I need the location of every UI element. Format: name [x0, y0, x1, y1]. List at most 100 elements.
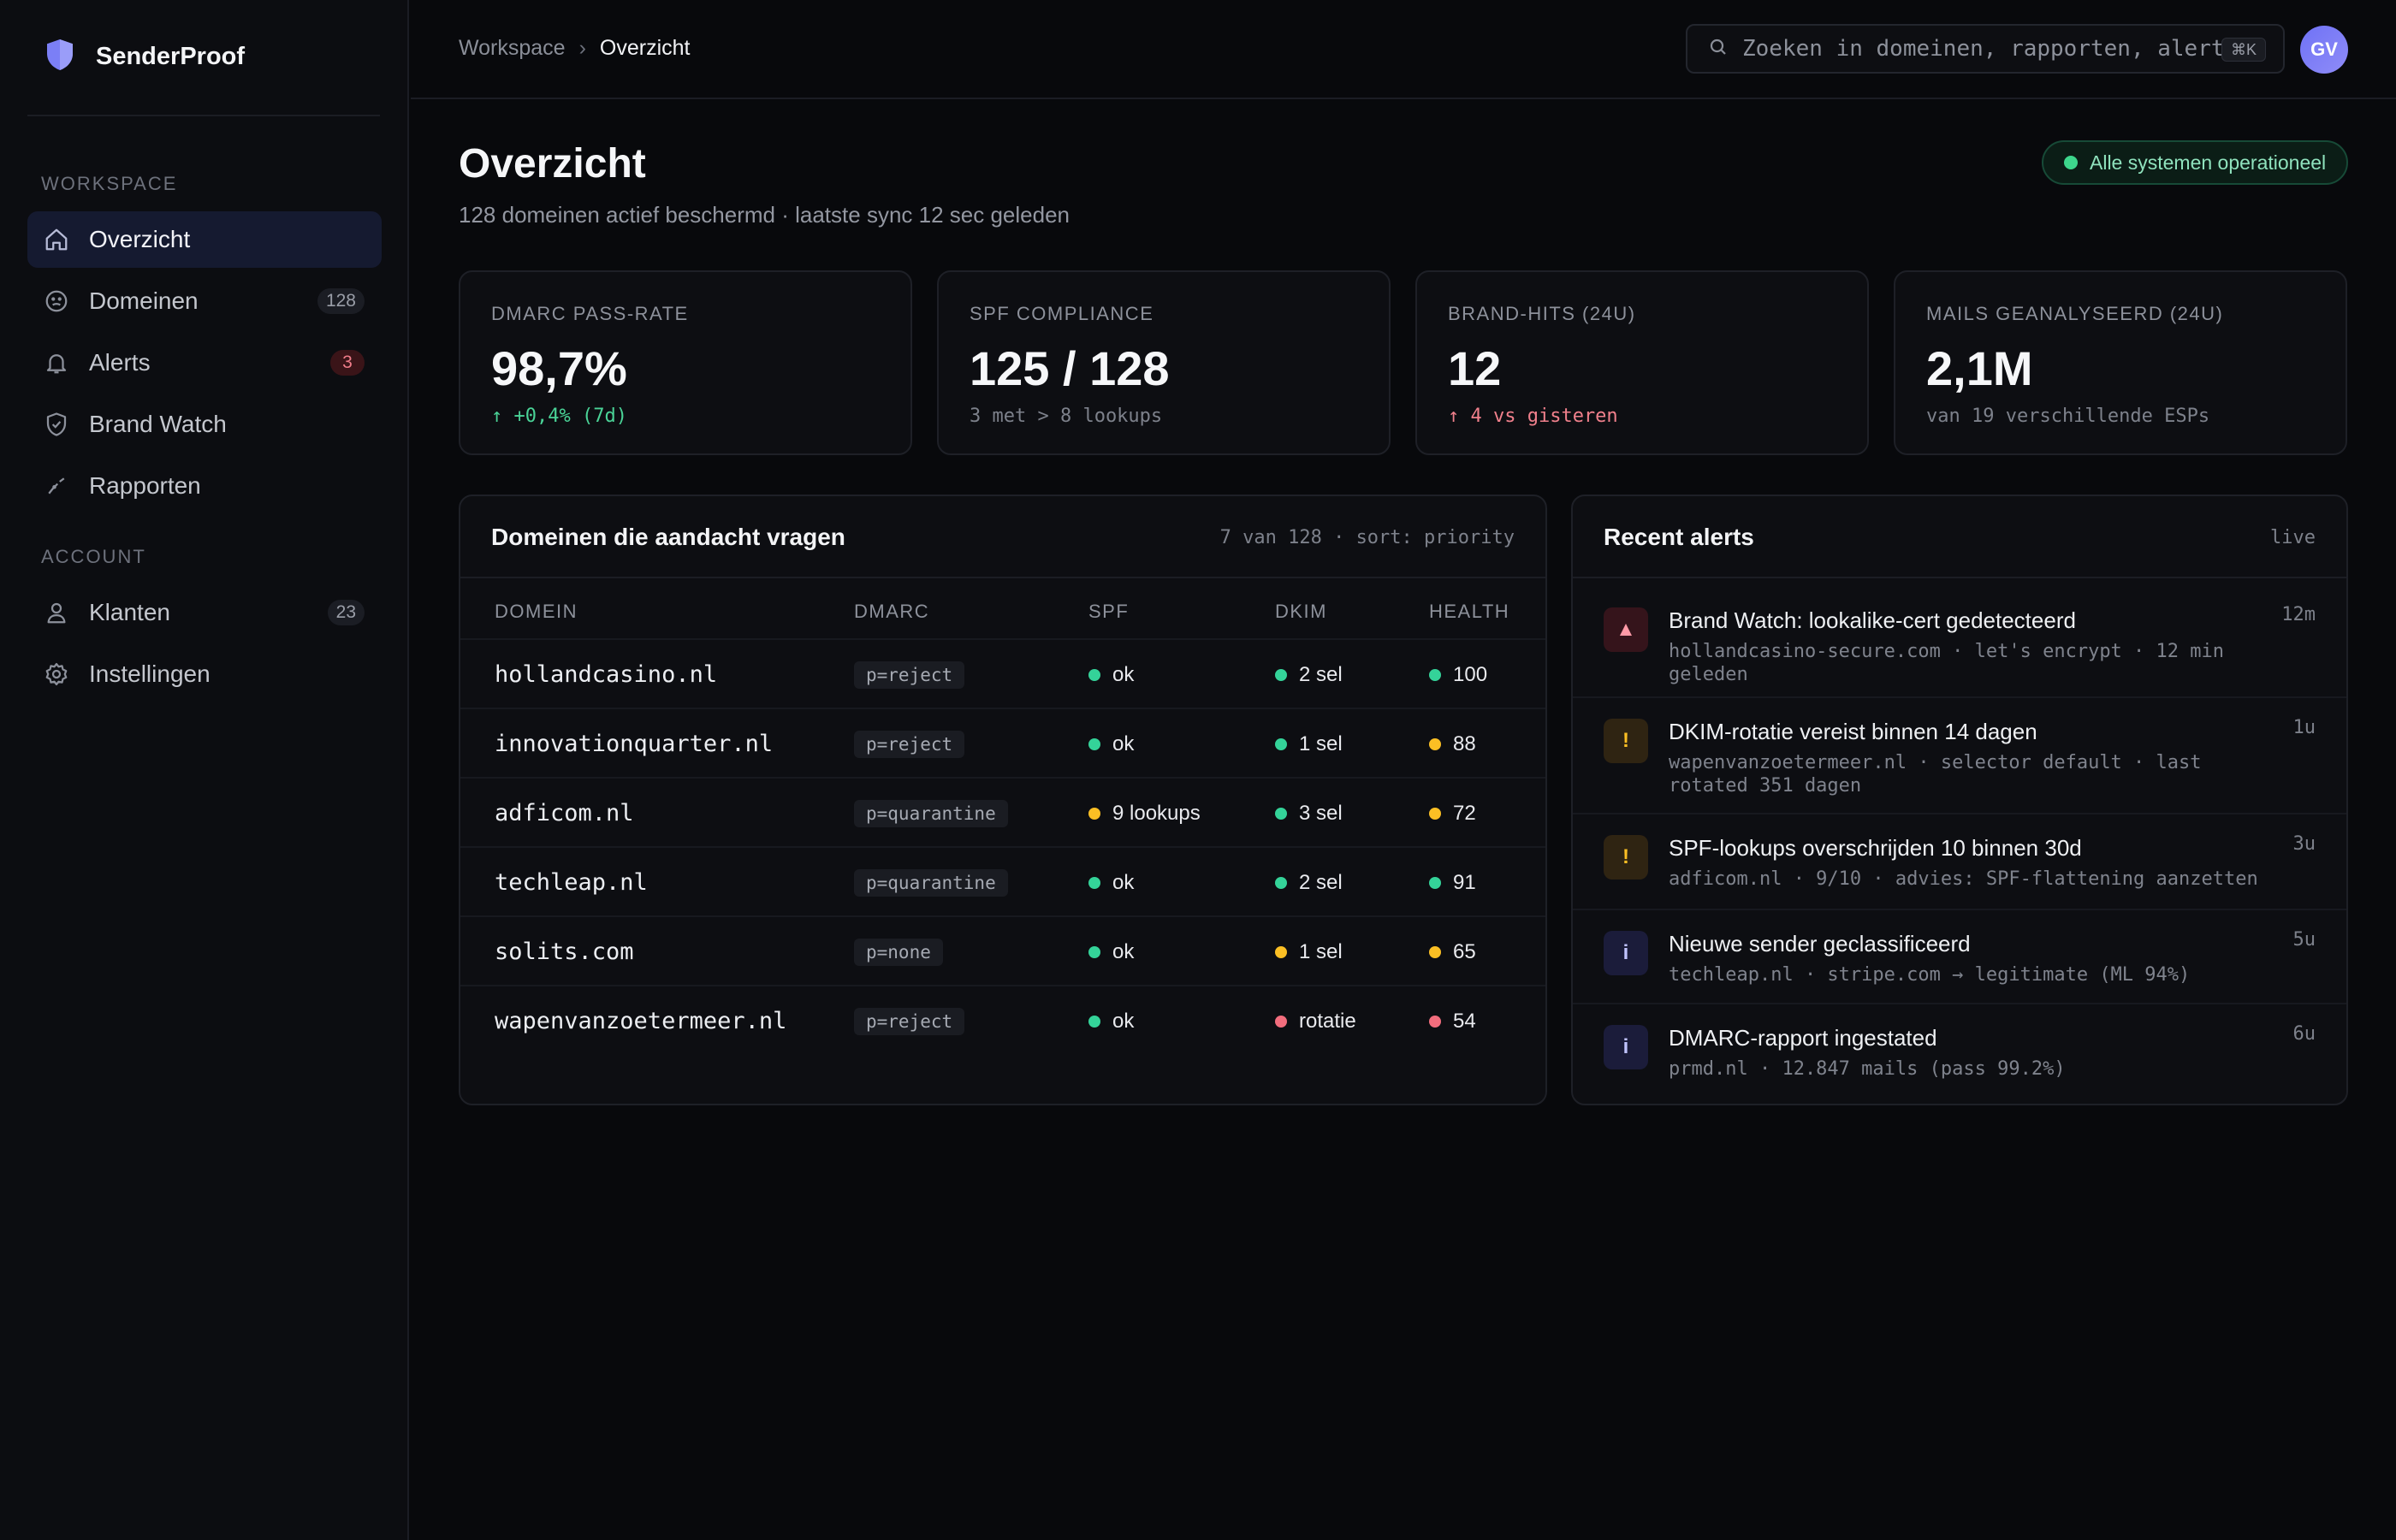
live-indicator: live [2270, 527, 2316, 548]
status-dot-icon [1275, 945, 1287, 958]
column-header-domein[interactable]: DOMEIN [495, 601, 578, 622]
alert-item[interactable]: ! DKIM-rotatie vereist binnen 14 dagen wap… [1573, 696, 2346, 813]
table-row[interactable]: innovationquarter.nl p=reject ok 1 sel 88 [460, 708, 1545, 777]
sidebar-item-rapporten[interactable]: Rapporten [27, 458, 382, 514]
exclamation-icon: ! [1604, 835, 1648, 880]
alert-timestamp: 6u [2292, 1023, 2316, 1045]
domain-name[interactable]: hollandcasino.nl [495, 661, 718, 688]
cell-dkim: 1 sel [1275, 917, 1343, 986]
table-row[interactable]: techleap.nl p=quarantine ok 2 sel 91 [460, 846, 1545, 915]
search-input[interactable] [1742, 36, 2221, 62]
kpi-label: DMARC PASS-RATE [491, 303, 689, 324]
alert-item[interactable]: ▲ Brand Watch: lookalike-cert gedetecteer… [1573, 578, 2346, 696]
sidebar-item-klanten[interactable]: Klanten 23 [27, 584, 382, 641]
table-row[interactable]: solits.com p=none ok 1 sel 65 [460, 915, 1545, 985]
table-row[interactable]: adficom.nl p=quarantine 9 lookups 3 sel 72 [460, 777, 1545, 846]
domains-panel: Domeinen die aandacht vragen 7 van 128 ·… [459, 495, 1547, 1105]
sidebar-item-label: Alerts [89, 349, 151, 376]
cell-spf: ok [1088, 986, 1134, 1056]
dkim-status: 2 sel [1299, 870, 1343, 894]
warning-triangle-icon: ▲ [1604, 607, 1648, 652]
alert-title: Brand Watch: lookalike-cert gedetecteerd [1669, 607, 2076, 633]
column-header-health[interactable]: HEALTH [1429, 601, 1510, 622]
dkim-status: rotatie [1299, 1009, 1356, 1033]
alert-title: Nieuwe sender geclassificeerd [1669, 931, 1971, 957]
dmarc-policy-tag: p=quarantine [854, 799, 1008, 827]
alert-timestamp: 12m [2281, 604, 2316, 625]
status-dot-icon [1429, 1015, 1441, 1028]
domain-name[interactable]: adficom.nl [495, 800, 634, 826]
cell-dmarc: p=none [854, 917, 943, 986]
avatar[interactable]: GV [2300, 26, 2348, 74]
status-dot-icon [1088, 668, 1100, 681]
cell-dmarc: p=quarantine [854, 848, 1008, 917]
dkim-status: 2 sel [1299, 662, 1343, 686]
alert-details: wapenvanzoetermeer.nl · selector default… [1669, 752, 2202, 797]
panel-title: Domeinen die aandacht vragen [491, 524, 845, 550]
sidebar-item-domeinen[interactable]: Domeinen 128 [27, 273, 382, 329]
status-dot-icon [1429, 668, 1441, 681]
cell-domain[interactable]: innovationquarter.nl [495, 709, 773, 779]
cell-domain[interactable]: solits.com [495, 917, 634, 986]
column-header-spf[interactable]: SPF [1088, 601, 1130, 622]
domain-name[interactable]: techleap.nl [495, 869, 648, 896]
sidebar-item-alerts[interactable]: Alerts 3 [27, 335, 382, 391]
dkim-status: 1 sel [1299, 732, 1343, 755]
cell-spf: ok [1088, 917, 1134, 986]
count-badge: 23 [327, 600, 365, 625]
cell-health: 72 [1429, 779, 1476, 848]
cell-spf: 9 lookups [1088, 779, 1201, 848]
kpi-card-mails: MAILS GEANALYSEERD (24U) 2,1M van 19 ver… [1894, 270, 2347, 455]
sidebar-item-overzicht[interactable]: Overzicht [27, 211, 382, 268]
alert-item[interactable]: ! SPF-lookups overschrijden 10 binnen 30d… [1573, 813, 2346, 909]
domain-name[interactable]: wapenvanzoetermeer.nl [495, 1008, 787, 1034]
table-row[interactable]: wapenvanzoetermeer.nl p=reject ok rotatie 54 [460, 985, 1545, 1054]
breadcrumb-current: Overzicht [599, 36, 691, 60]
kpi-label: MAILS GEANALYSEERD (24U) [1926, 303, 2224, 324]
panel-header: Recent alerts live [1573, 496, 2346, 578]
alert-title: DMARC-rapport ingestated [1669, 1025, 1937, 1051]
cell-dkim: rotatie [1275, 986, 1356, 1056]
alerts-panel: Recent alerts live ▲ Brand Watch: lookali… [1571, 495, 2348, 1105]
home-icon [43, 226, 70, 253]
sidebar-item-label: Klanten [89, 599, 170, 625]
breadcrumb-workspace[interactable]: Workspace [459, 36, 566, 60]
domain-name[interactable]: innovationquarter.nl [495, 731, 774, 757]
health-score: 72 [1453, 801, 1476, 825]
cell-health: 88 [1429, 709, 1476, 779]
column-header-dkim[interactable]: DKIM [1275, 601, 1327, 622]
status-dot-icon [1275, 1015, 1287, 1028]
alert-title: SPF-lookups overschrijden 10 binnen 30d [1669, 835, 2082, 861]
exclamation-icon: ! [1604, 719, 1648, 763]
cell-dmarc: p=reject [854, 709, 965, 779]
domain-name[interactable]: solits.com [495, 939, 634, 965]
sidebar-item-label: Overzicht [89, 226, 191, 252]
page-title: Overzicht [459, 141, 646, 187]
search-box[interactable]: ⌘K [1686, 24, 2285, 74]
cell-domain[interactable]: hollandcasino.nl [495, 640, 717, 709]
column-header-dmarc[interactable]: DMARC [854, 601, 930, 622]
kpi-value: 2,1M [1926, 341, 2033, 395]
alert-count-badge: 3 [330, 350, 365, 376]
alert-item[interactable]: i DMARC-rapport ingestated prmd.nl · 12.84… [1573, 1003, 2346, 1104]
kpi-label: SPF COMPLIANCE [970, 303, 1154, 324]
sidebar-item-brand-watch[interactable]: Brand Watch [27, 396, 382, 453]
kpi-value: 98,7% [491, 341, 627, 395]
cell-domain[interactable]: adficom.nl [495, 779, 634, 848]
cell-domain[interactable]: wapenvanzoetermeer.nl [495, 986, 786, 1056]
cell-dkim: 2 sel [1275, 640, 1343, 709]
panel-meta[interactable]: 7 van 128 · sort: priority [1219, 527, 1515, 548]
brand-name: SenderProof [96, 42, 246, 70]
status-dot-icon [1088, 737, 1100, 750]
keyboard-shortcut-hint: ⌘K [2221, 38, 2266, 62]
status-dot-icon [1088, 807, 1100, 820]
cell-health: 91 [1429, 848, 1476, 917]
alert-item[interactable]: i Nieuwe sender geclassificeerd techleap.n… [1573, 909, 2346, 1003]
spf-status: ok [1112, 732, 1135, 755]
cell-spf: ok [1088, 640, 1134, 709]
cell-domain[interactable]: techleap.nl [495, 848, 648, 917]
table-row[interactable]: hollandcasino.nl p=reject ok 2 sel 100 [460, 638, 1545, 708]
alert-timestamp: 3u [2292, 833, 2316, 855]
brand[interactable]: SenderProof [44, 38, 245, 75]
sidebar-item-instellingen[interactable]: Instellingen [27, 646, 382, 702]
